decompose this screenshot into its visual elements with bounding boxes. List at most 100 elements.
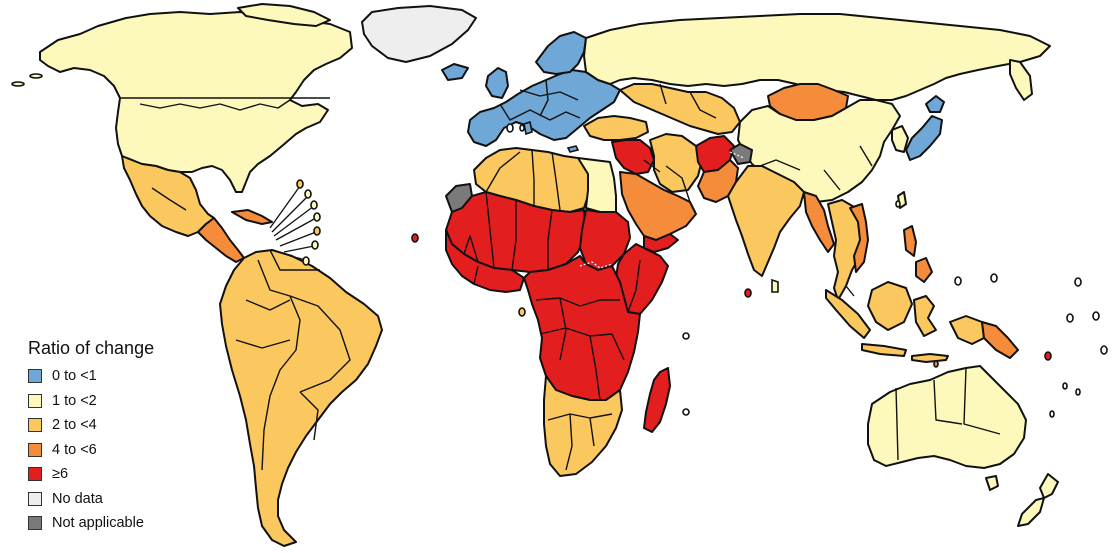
island-marker bbox=[682, 332, 690, 340]
small-island-markers bbox=[11, 73, 1108, 418]
island-marker bbox=[1044, 351, 1052, 361]
map-legend: Ratio of change 0 to <1 1 to <2 2 to <4 … bbox=[28, 338, 154, 536]
region-new-zealand-south bbox=[1017, 497, 1045, 527]
region-russia bbox=[583, 13, 1051, 101]
region-kashmir bbox=[729, 143, 753, 165]
region-saudi-arabia bbox=[619, 171, 697, 241]
region-italy-islands bbox=[523, 120, 533, 136]
island-marker bbox=[990, 273, 998, 283]
island-marker bbox=[302, 256, 310, 266]
region-syria bbox=[611, 139, 655, 175]
legend-swatch bbox=[28, 467, 42, 482]
island-marker bbox=[411, 233, 419, 243]
region-west-papua bbox=[949, 315, 985, 345]
caribbean-callouts bbox=[269, 185, 317, 261]
legend-item-not-applicable: Not applicable bbox=[28, 511, 154, 536]
region-borneo bbox=[867, 281, 913, 331]
region-sudan bbox=[579, 209, 631, 271]
legend-label: No data bbox=[52, 490, 103, 507]
legend-swatch bbox=[28, 393, 42, 408]
region-sulawesi bbox=[913, 295, 937, 337]
legend-item-2-to-4: 2 to <4 bbox=[28, 413, 154, 438]
region-tasmania bbox=[985, 475, 999, 491]
island-marker bbox=[296, 179, 304, 189]
legend-item-0-to-1: 0 to <1 bbox=[28, 364, 154, 389]
island-marker bbox=[519, 124, 525, 132]
region-iceland bbox=[441, 63, 469, 81]
island-marker bbox=[304, 189, 312, 199]
region-central-africa bbox=[523, 255, 641, 401]
island-marker bbox=[1062, 382, 1068, 390]
legend-label: Not applicable bbox=[52, 515, 144, 532]
legend-title: Ratio of change bbox=[28, 338, 155, 358]
island-marker bbox=[682, 408, 690, 416]
island-marker bbox=[311, 240, 319, 250]
legend-label: 2 to <4 bbox=[52, 417, 97, 434]
region-madagascar bbox=[643, 367, 671, 433]
region-india bbox=[727, 165, 805, 277]
island-marker bbox=[895, 200, 901, 208]
island-marker bbox=[29, 73, 43, 79]
legend-label: 4 to <6 bbox=[52, 441, 97, 458]
region-north-america bbox=[39, 11, 353, 193]
region-central-america bbox=[197, 217, 245, 263]
region-iran bbox=[649, 133, 703, 193]
region-southern-africa bbox=[543, 375, 623, 477]
legend-swatch bbox=[28, 442, 42, 457]
island-marker bbox=[313, 212, 321, 222]
region-lesser-sunda bbox=[911, 353, 949, 363]
region-papua-new-guinea bbox=[981, 321, 1019, 359]
region-vietnam bbox=[849, 203, 869, 273]
legend-label: 1 to <2 bbox=[52, 392, 97, 409]
region-java bbox=[861, 343, 907, 357]
legend-swatch bbox=[28, 516, 42, 531]
island-marker bbox=[1075, 388, 1081, 396]
legend-label: ≥6 bbox=[52, 466, 69, 483]
country-borders bbox=[120, 79, 1001, 471]
region-arctic-islands bbox=[237, 3, 331, 27]
region-kamchatka bbox=[1009, 59, 1033, 101]
island-marker bbox=[506, 123, 514, 133]
region-west-africa bbox=[445, 229, 525, 293]
disputed-borders bbox=[579, 151, 745, 269]
island-marker bbox=[1049, 410, 1055, 418]
region-australia bbox=[867, 365, 1027, 469]
region-japan bbox=[905, 115, 943, 161]
island-marker bbox=[744, 288, 752, 298]
region-cyprus bbox=[566, 145, 580, 153]
island-marker bbox=[11, 81, 25, 87]
island-marker bbox=[933, 360, 939, 368]
land-layer bbox=[39, 3, 1059, 547]
island-marker bbox=[1066, 313, 1074, 323]
region-hokkaido bbox=[925, 95, 945, 113]
island-marker bbox=[1092, 311, 1100, 321]
region-myanmar bbox=[803, 191, 835, 253]
legend-swatch bbox=[28, 418, 42, 433]
region-philippines-south bbox=[915, 257, 933, 283]
region-philippines bbox=[903, 225, 917, 257]
region-new-zealand bbox=[1039, 473, 1059, 499]
legend-swatch bbox=[28, 491, 42, 506]
legend-swatch bbox=[28, 369, 42, 384]
region-scandinavia bbox=[535, 31, 587, 75]
island-marker bbox=[1100, 345, 1108, 355]
region-greenland bbox=[361, 5, 477, 63]
legend-item-1-to-2: 1 to <2 bbox=[28, 389, 154, 414]
region-turkey bbox=[583, 115, 649, 141]
island-marker bbox=[954, 276, 962, 286]
region-south-america bbox=[219, 249, 383, 547]
legend-item-6-plus: ≥6 bbox=[28, 462, 154, 487]
region-korea bbox=[891, 125, 909, 153]
region-central-asia bbox=[619, 83, 741, 135]
region-uk bbox=[485, 67, 509, 99]
island-marker bbox=[518, 307, 526, 317]
region-sri-lanka bbox=[771, 278, 779, 293]
island-marker bbox=[310, 200, 318, 210]
island-marker bbox=[313, 226, 321, 236]
legend-item-no-data: No data bbox=[28, 487, 154, 512]
legend-item-4-to-6: 4 to <6 bbox=[28, 438, 154, 463]
region-sumatra bbox=[825, 289, 871, 339]
island-marker bbox=[1074, 277, 1082, 287]
region-cuba bbox=[231, 209, 273, 225]
